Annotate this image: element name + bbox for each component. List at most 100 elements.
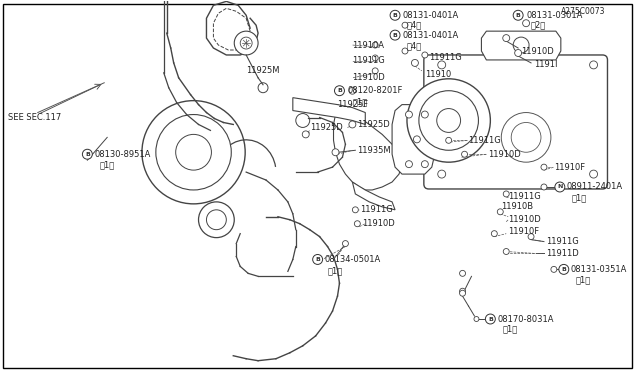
Text: B: B xyxy=(488,317,493,321)
Text: 08131-0301A: 08131-0301A xyxy=(526,11,582,20)
Text: 11911G: 11911G xyxy=(508,192,541,201)
Text: 11910D: 11910D xyxy=(488,150,521,159)
Text: 08120-8201F: 08120-8201F xyxy=(348,86,403,95)
Text: 08130-8951A: 08130-8951A xyxy=(94,150,150,159)
Circle shape xyxy=(355,221,360,227)
Circle shape xyxy=(402,48,408,54)
Text: N: N xyxy=(557,185,563,189)
Text: 11910A: 11910A xyxy=(353,41,385,49)
Circle shape xyxy=(349,87,356,94)
Circle shape xyxy=(438,170,445,178)
Circle shape xyxy=(503,191,509,197)
Text: B: B xyxy=(516,13,520,18)
Circle shape xyxy=(234,31,258,55)
Text: 11911D: 11911D xyxy=(546,249,579,258)
Text: 11910B: 11910B xyxy=(501,202,533,211)
Circle shape xyxy=(198,202,234,238)
Text: 08131-0401A: 08131-0401A xyxy=(402,31,458,40)
Circle shape xyxy=(541,184,547,190)
Text: （4）: （4） xyxy=(407,21,422,30)
Circle shape xyxy=(421,161,428,168)
Text: 08131-0351A: 08131-0351A xyxy=(571,265,627,274)
Circle shape xyxy=(240,37,252,49)
Text: B: B xyxy=(392,33,397,38)
Text: B: B xyxy=(316,257,320,262)
Text: 11910F: 11910F xyxy=(554,163,585,171)
Text: SEE SEC.117: SEE SEC.117 xyxy=(8,113,61,122)
Text: 08134-0501A: 08134-0501A xyxy=(324,255,381,264)
Text: 11925D: 11925D xyxy=(310,123,342,132)
Polygon shape xyxy=(293,98,365,125)
Text: 11935M: 11935M xyxy=(357,146,391,155)
Circle shape xyxy=(332,149,339,156)
Text: 08170-8031A: 08170-8031A xyxy=(497,314,554,324)
Text: （1）: （1） xyxy=(502,324,518,333)
Text: B: B xyxy=(561,267,566,272)
Text: 11925M: 11925M xyxy=(246,66,280,76)
Text: （4）: （4） xyxy=(407,42,422,51)
Polygon shape xyxy=(333,105,402,190)
Circle shape xyxy=(156,115,231,190)
Circle shape xyxy=(353,207,358,213)
Circle shape xyxy=(296,113,310,128)
Circle shape xyxy=(372,42,378,48)
Polygon shape xyxy=(392,105,435,174)
Circle shape xyxy=(474,317,479,321)
Circle shape xyxy=(419,91,479,150)
Circle shape xyxy=(589,170,598,178)
Polygon shape xyxy=(353,182,395,210)
Circle shape xyxy=(342,241,348,247)
Circle shape xyxy=(503,248,509,254)
Text: 11910: 11910 xyxy=(425,70,451,79)
Circle shape xyxy=(513,10,523,20)
Polygon shape xyxy=(481,31,561,60)
Circle shape xyxy=(541,164,547,170)
Circle shape xyxy=(142,101,245,204)
Circle shape xyxy=(406,161,412,168)
Text: 1191I: 1191I xyxy=(534,60,557,70)
Circle shape xyxy=(390,30,400,40)
Text: （1）: （1） xyxy=(328,266,343,275)
Text: B: B xyxy=(337,88,342,93)
Text: 11925F: 11925F xyxy=(337,100,369,109)
Circle shape xyxy=(390,10,400,20)
Text: 11925D: 11925D xyxy=(357,120,390,129)
Text: （1）: （1） xyxy=(572,193,587,202)
Circle shape xyxy=(372,55,378,61)
Circle shape xyxy=(503,35,509,42)
Text: （2）: （2） xyxy=(531,21,547,30)
Circle shape xyxy=(515,49,522,57)
Text: 11910D: 11910D xyxy=(521,46,554,55)
Circle shape xyxy=(302,131,309,138)
Circle shape xyxy=(176,134,211,170)
Circle shape xyxy=(497,209,503,215)
Circle shape xyxy=(313,254,323,264)
Text: B: B xyxy=(392,13,397,18)
Circle shape xyxy=(436,109,461,132)
Text: （1）: （1） xyxy=(353,97,367,106)
Circle shape xyxy=(406,111,412,118)
Text: 11910D: 11910D xyxy=(362,219,395,228)
Circle shape xyxy=(559,264,569,274)
Circle shape xyxy=(421,111,428,118)
Circle shape xyxy=(83,149,92,159)
Circle shape xyxy=(372,68,378,74)
Circle shape xyxy=(528,234,534,240)
Text: 11911G: 11911G xyxy=(546,237,579,246)
Text: 11911G: 11911G xyxy=(429,54,461,62)
Text: A275C0073: A275C0073 xyxy=(561,7,605,16)
Circle shape xyxy=(413,136,420,143)
Circle shape xyxy=(349,121,356,128)
Text: B: B xyxy=(85,152,90,157)
Circle shape xyxy=(589,61,598,69)
Text: 11910D: 11910D xyxy=(508,215,541,224)
Circle shape xyxy=(438,61,445,69)
Circle shape xyxy=(492,231,497,237)
Text: （1）: （1） xyxy=(99,161,115,170)
Circle shape xyxy=(551,266,557,272)
Circle shape xyxy=(460,270,465,276)
Circle shape xyxy=(461,151,468,157)
Circle shape xyxy=(485,314,495,324)
Text: 08911-2401A: 08911-2401A xyxy=(567,183,623,192)
Text: （1）: （1） xyxy=(576,276,591,285)
